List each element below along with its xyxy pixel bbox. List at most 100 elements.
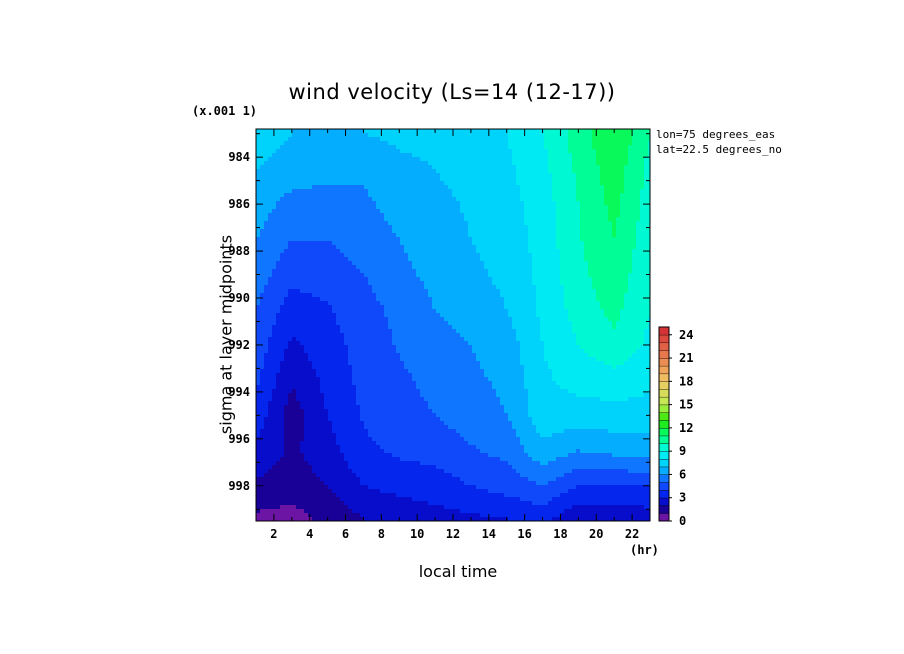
heat-cell [340, 225, 345, 230]
heat-cell [432, 185, 437, 190]
heat-cell [432, 305, 437, 310]
heat-cell [640, 273, 645, 278]
heat-cell [460, 185, 465, 190]
heat-cell [640, 237, 645, 242]
heat-cell [508, 293, 513, 298]
heat-cell [380, 253, 385, 258]
heat-cell [536, 165, 541, 170]
heat-cell [432, 261, 437, 266]
heat-cell [504, 261, 509, 266]
heat-cell [516, 285, 521, 290]
heat-cell [536, 225, 541, 230]
heat-cell [492, 209, 497, 214]
heat-cell [416, 205, 421, 210]
heat-cell [336, 305, 341, 310]
heat-cell [304, 189, 309, 194]
heat-cell [396, 201, 401, 206]
heat-cell [376, 233, 381, 238]
heat-cell [568, 269, 573, 274]
heat-cell [264, 233, 269, 238]
heat-cell [404, 329, 409, 334]
heat-cell [356, 329, 361, 334]
heat-cell [468, 177, 473, 182]
heat-cell [340, 141, 345, 146]
heat-cell [488, 205, 493, 210]
heat-cell [476, 245, 481, 250]
heat-cell [348, 317, 353, 322]
heat-cell [260, 197, 265, 202]
heat-cell [268, 221, 273, 226]
heat-cell [568, 193, 573, 198]
heat-cell [320, 293, 325, 298]
heat-cell [308, 229, 313, 234]
heat-cell [364, 153, 369, 158]
heat-cell [416, 241, 421, 246]
heat-cell [296, 145, 301, 150]
heat-cell [344, 185, 349, 190]
heat-cell [640, 197, 645, 202]
heat-cell [428, 141, 433, 146]
heat-cell [472, 197, 477, 202]
heat-cell [424, 133, 429, 138]
heat-cell [352, 293, 357, 298]
heat-cell [296, 317, 301, 322]
heat-cell [384, 225, 389, 230]
heat-cell [512, 217, 517, 222]
heat-cell [572, 309, 577, 314]
heat-cell [592, 293, 597, 298]
heat-cell [340, 253, 345, 258]
heat-cell [536, 201, 541, 206]
heat-cell [524, 169, 529, 174]
heat-cell [280, 165, 285, 170]
heat-cell [308, 145, 313, 150]
heat-cell [632, 273, 637, 278]
heat-cell [320, 213, 325, 218]
heat-cell [300, 181, 305, 186]
heat-cell [596, 317, 601, 322]
heat-cell [300, 313, 305, 318]
heat-cell [508, 185, 513, 190]
heat-cell [432, 257, 437, 262]
heat-cell [596, 173, 601, 178]
heat-cell [340, 189, 345, 194]
heat-cell [520, 321, 525, 326]
heat-cell [576, 305, 581, 310]
heat-cell [416, 145, 421, 150]
heat-cell [296, 297, 301, 302]
heat-cell [316, 325, 321, 330]
heat-cell [376, 209, 381, 214]
heat-cell [348, 209, 353, 214]
heat-cell [532, 197, 537, 202]
heat-cell [320, 157, 325, 162]
heat-cell [372, 293, 377, 298]
heat-cell [484, 173, 489, 178]
heat-cell [468, 257, 473, 262]
heat-cell [312, 273, 317, 278]
heat-cell [440, 305, 445, 310]
heat-cell [320, 285, 325, 290]
heat-cell [592, 277, 597, 282]
heat-cell [648, 173, 651, 178]
heat-cell [560, 149, 565, 154]
heat-cell [292, 309, 297, 314]
heat-cell [600, 309, 605, 314]
heat-cell [628, 233, 633, 238]
heat-cell [624, 169, 629, 174]
heat-cell [492, 177, 497, 182]
heat-cell [460, 233, 465, 238]
heat-cell [596, 161, 601, 166]
heat-cell [608, 277, 613, 282]
heat-cell [516, 305, 521, 310]
heat-cell [564, 165, 569, 170]
heat-cell [332, 185, 337, 190]
heat-cell [464, 301, 469, 306]
heat-cell [616, 233, 621, 238]
heat-cell [440, 233, 445, 238]
heat-cell [520, 225, 525, 230]
heat-cell [524, 261, 529, 266]
heat-cell [568, 265, 573, 270]
heat-cell [404, 129, 409, 134]
heat-cell [340, 285, 345, 290]
heat-cell [368, 201, 373, 206]
heat-cell [284, 237, 289, 242]
